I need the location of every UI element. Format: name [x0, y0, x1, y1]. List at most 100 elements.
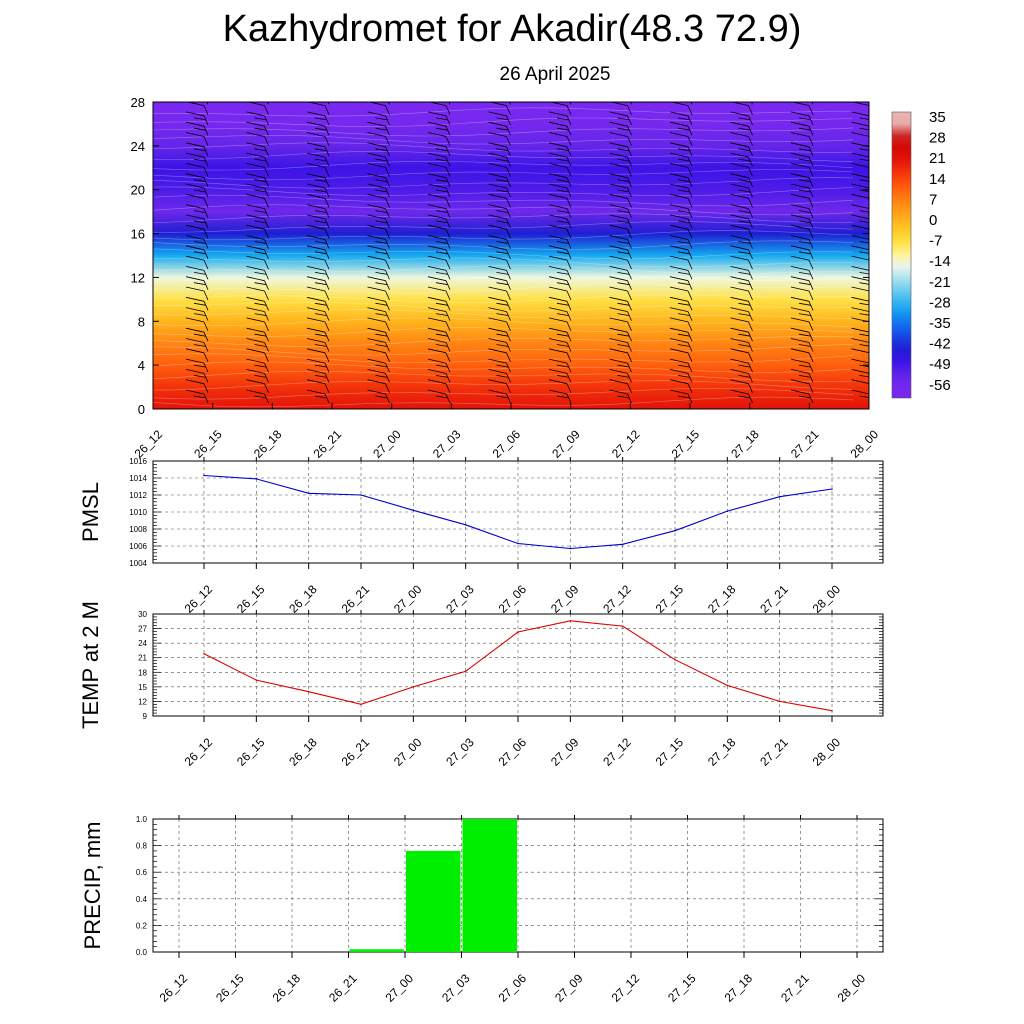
y-tick-label: 1008: [129, 525, 147, 534]
cross-section-panel: 0 4 8 12 16 20 24 28 26_12 26_15 26_18 26_21 27_00 27…: [131, 95, 882, 461]
colorbar-label: -35: [929, 315, 951, 332]
precip-bar: [349, 949, 404, 952]
data-point: [778, 700, 781, 703]
data-point: [674, 658, 676, 661]
data-point: [674, 529, 676, 532]
data-point: [569, 547, 572, 550]
x-tick-label: 27_09: [549, 427, 583, 461]
data-point: [360, 494, 362, 496]
wind-barbs: [185, 102, 869, 404]
x-tick-label: 26_18: [286, 735, 320, 769]
colorbar-label: 0: [929, 212, 937, 229]
x-tick-label: 27_06: [490, 427, 524, 461]
x-tick-label: 27_00: [370, 427, 404, 461]
y-tick-label: 1004: [129, 559, 147, 568]
y-tick-label: 0.6: [136, 868, 148, 877]
x-tick-label: 26_12: [182, 582, 216, 616]
colorbar-label: 14: [929, 171, 946, 188]
x-tick-label: 26_21: [339, 735, 373, 769]
y-tick-label: 1014: [129, 474, 147, 483]
x-tick-label: 26_12: [132, 427, 166, 461]
y-tick-label: 1010: [129, 508, 147, 517]
x-tick-label: 27_12: [600, 735, 634, 769]
y-tick-label: 0.8: [136, 842, 148, 851]
data-point: [621, 625, 624, 627]
data-point: [517, 542, 519, 545]
y-tick-label: 12: [131, 270, 145, 285]
x-tick-label: 27_06: [496, 735, 530, 769]
x-tick-label: 26_15: [234, 582, 268, 616]
data-point: [778, 495, 781, 498]
x-tick-label: 27_21: [757, 582, 791, 616]
data-point: [307, 492, 310, 495]
x-tick-label: 27_15: [653, 735, 687, 769]
y-tick-label: 4: [138, 358, 145, 373]
data-point: [412, 686, 415, 688]
colorbar-label: -49: [929, 356, 951, 373]
chart-title: Kazhydromet for Akadir(48.3 72.9): [222, 8, 802, 50]
x-tick-label: 26_21: [339, 582, 373, 616]
data-point: [360, 703, 362, 706]
x-tick-label: 27_03: [430, 427, 464, 461]
data-point: [726, 510, 729, 512]
y-tick-label: 15: [138, 683, 147, 692]
y-tick-label: 1016: [129, 457, 147, 466]
y-tick-label: 0: [138, 402, 145, 417]
panel-frame: [152, 818, 884, 953]
x-tick-label: 27_21: [757, 735, 791, 769]
data-point: [517, 631, 519, 633]
precip-bar: [406, 850, 461, 952]
colorbar-label: 7: [929, 191, 937, 208]
y-tick-label: 20: [131, 183, 145, 198]
x-tick-label: 27_09: [548, 735, 582, 769]
x-tick-label: 28_00: [810, 735, 844, 769]
colorbar-label: -7: [929, 233, 942, 250]
y-tick-label: 21: [138, 654, 147, 663]
x-tick-label: 27_03: [439, 971, 473, 1005]
x-tick-label: 27_00: [391, 582, 425, 616]
colorbar-label: 28: [929, 130, 946, 147]
data-point: [255, 478, 258, 480]
x-tick-label: 27_21: [778, 971, 812, 1005]
y-tick-label: 1006: [129, 542, 147, 551]
data-point: [831, 709, 833, 712]
y-tick-label: 24: [138, 639, 147, 648]
x-tick-label: 26_21: [311, 427, 345, 461]
colorbar-label: -28: [929, 294, 951, 311]
data-point: [621, 543, 624, 546]
panel-frame: [152, 613, 884, 717]
x-tick-label: 27_03: [443, 735, 477, 769]
x-tick-label: 27_21: [788, 427, 822, 461]
x-tick-label: 26_18: [251, 427, 285, 461]
colorbar: 35 28 21 14 7 0 -7 -14 -21 -28 -35 -42 -49 -56: [891, 109, 951, 399]
x-tick-label: 27_15: [653, 582, 687, 616]
colorbar-label: -14: [929, 253, 951, 270]
y-tick-label: 28: [131, 95, 145, 110]
y-axis-label: PMSL: [78, 482, 103, 542]
x-tick-label: 27_18: [728, 427, 762, 461]
precip-bar: [462, 819, 517, 952]
x-tick-label: 27_03: [443, 582, 477, 616]
isolines: [153, 107, 854, 408]
x-tick-label: 26_15: [191, 427, 225, 461]
x-tick-label: 27_00: [383, 971, 417, 1005]
data-point: [412, 509, 415, 512]
y-tick-label: 0.0: [136, 948, 148, 957]
x-tick-label: 26_15: [234, 735, 268, 769]
x-tick-label: 26_21: [326, 971, 360, 1005]
chart-subtitle: 26 April 2025: [499, 64, 611, 85]
y-tick-label: 0.2: [136, 921, 148, 930]
x-tick-label: 27_12: [600, 582, 634, 616]
temp-panel: 9 12 15 18 21 24 27 30 26_12 26_15 26_18 26_21 27_00…: [78, 601, 884, 769]
y-tick-label: 9: [143, 712, 148, 721]
x-tick-label: 27_18: [722, 971, 756, 1005]
x-tick-label: 27_12: [609, 971, 643, 1005]
x-tick-label: 27_15: [669, 427, 703, 461]
colorbar-label: -42: [929, 336, 951, 353]
x-tick-label: 28_00: [810, 582, 844, 616]
x-tick-label: 28_00: [848, 427, 882, 461]
y-tick-label: 18: [138, 668, 147, 677]
y-tick-label: 8: [138, 314, 145, 329]
x-tick-label: 26_12: [182, 735, 216, 769]
